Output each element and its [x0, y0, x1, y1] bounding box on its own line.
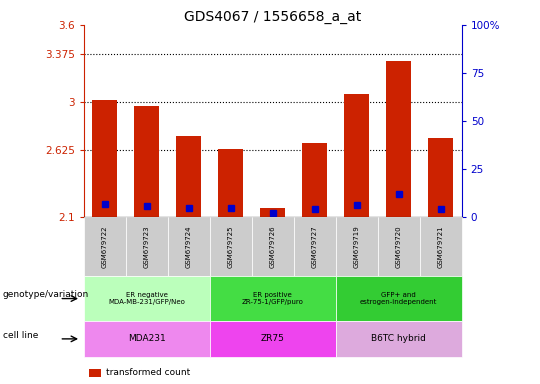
- Bar: [260, 208, 285, 217]
- Bar: [302, 143, 327, 217]
- Text: GFP+ and
estrogen-independent: GFP+ and estrogen-independent: [360, 292, 437, 305]
- Bar: [134, 106, 159, 217]
- Text: GSM679724: GSM679724: [186, 225, 192, 268]
- Bar: [218, 149, 244, 217]
- Bar: [176, 136, 201, 217]
- Text: GSM679722: GSM679722: [102, 225, 107, 268]
- Text: GSM679723: GSM679723: [144, 225, 150, 268]
- Text: MDA231: MDA231: [128, 334, 166, 343]
- Text: cell line: cell line: [3, 331, 38, 339]
- Bar: [92, 101, 117, 217]
- Text: GSM679720: GSM679720: [396, 225, 402, 268]
- Text: ZR75: ZR75: [261, 334, 285, 343]
- Text: B6TC hybrid: B6TC hybrid: [372, 334, 426, 343]
- Text: GSM679721: GSM679721: [438, 225, 444, 268]
- Text: GSM679727: GSM679727: [312, 225, 318, 268]
- Text: GSM679725: GSM679725: [228, 225, 234, 268]
- Text: ER negative
MDA-MB-231/GFP/Neo: ER negative MDA-MB-231/GFP/Neo: [108, 292, 185, 305]
- Text: genotype/variation: genotype/variation: [3, 290, 89, 299]
- Text: GSM679719: GSM679719: [354, 225, 360, 268]
- Title: GDS4067 / 1556658_a_at: GDS4067 / 1556658_a_at: [184, 10, 361, 24]
- Text: transformed count: transformed count: [106, 368, 191, 377]
- Text: ER positive
ZR-75-1/GFP/puro: ER positive ZR-75-1/GFP/puro: [242, 292, 303, 305]
- Bar: [386, 61, 411, 217]
- Text: GSM679726: GSM679726: [269, 225, 276, 268]
- Bar: [428, 137, 453, 217]
- Bar: [344, 94, 369, 217]
